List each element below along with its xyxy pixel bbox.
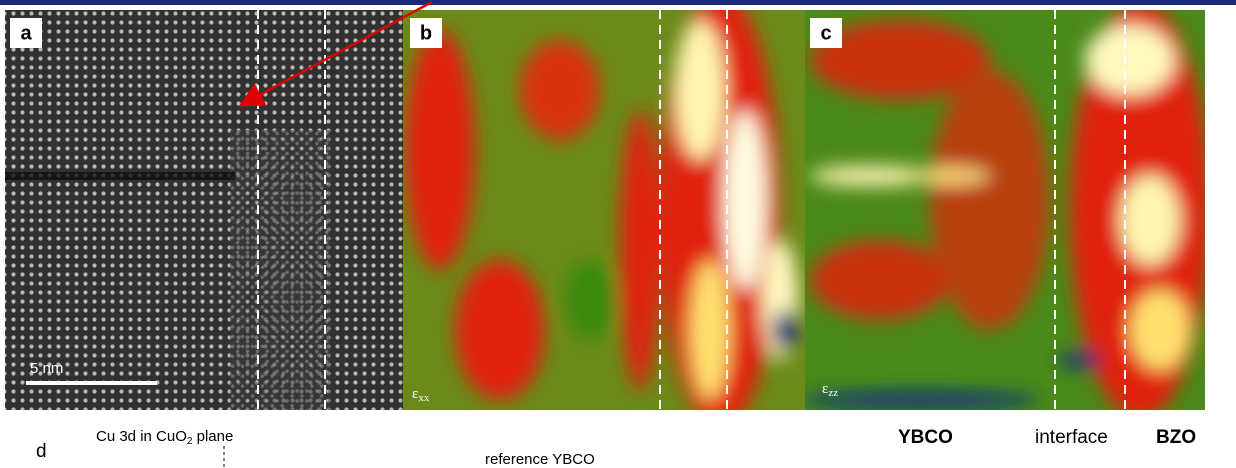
scale-bar-label: 5 nm xyxy=(30,360,63,377)
region-label: BZO xyxy=(1156,427,1196,448)
panel-label: b xyxy=(420,22,432,44)
subscript: xx xyxy=(418,392,430,404)
region-label: YBCO xyxy=(898,427,953,448)
panel-d-title: Cu 3d in CuO2 plane xyxy=(96,428,233,447)
panel-c: c εzz xyxy=(800,0,1210,420)
panel-b: b εxx xyxy=(403,0,805,430)
reference-label: reference YBCO xyxy=(485,451,595,468)
page: a 5 nm b εxx xyxy=(0,0,1236,468)
figure: a 5 nm b εxx xyxy=(0,0,1236,468)
text: plane xyxy=(192,428,233,445)
text: Cu 3d in CuO xyxy=(96,428,187,445)
subscript: zz xyxy=(828,387,838,399)
panel-label: a xyxy=(20,22,32,44)
top-bar xyxy=(0,0,1236,5)
panel-label: d xyxy=(36,441,47,462)
panel-label: c xyxy=(820,22,831,44)
region-label: interface xyxy=(1035,427,1108,448)
panel-a: a 5 nm xyxy=(5,10,403,410)
